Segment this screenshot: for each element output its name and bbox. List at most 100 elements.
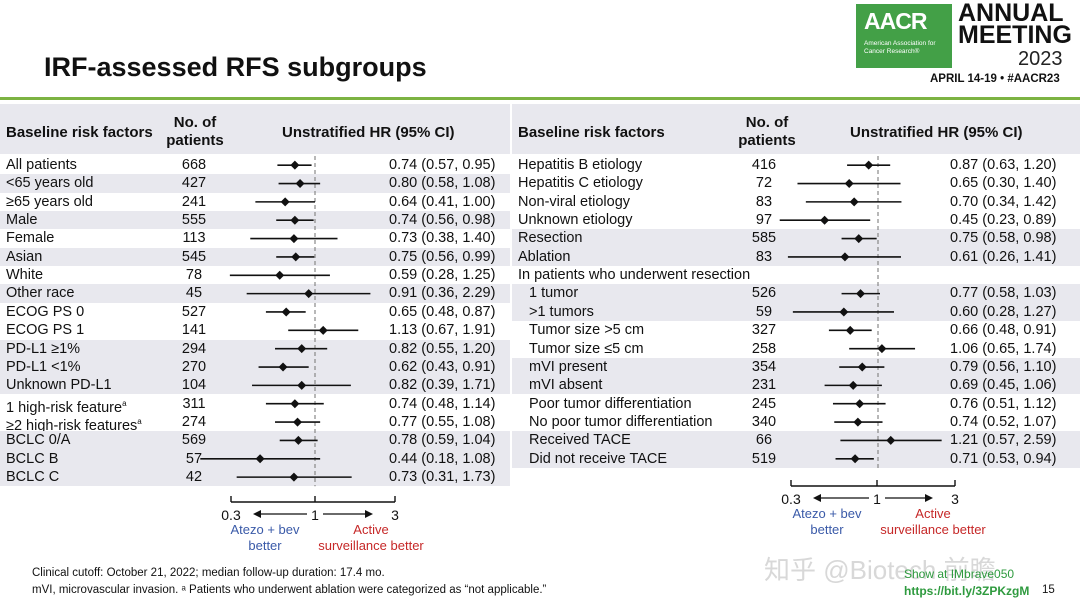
- right-forest-table: Baseline risk factors No. of patients Un…: [512, 104, 1080, 476]
- row-label-footnote-mark: a: [137, 416, 142, 426]
- table-row: In patients who underwent resection: [512, 266, 1080, 284]
- table-row: 1 high-risk featurea 311 0.74 (0.48, 1.14): [0, 395, 510, 416]
- row-label: Non-viral etiology: [518, 193, 631, 210]
- axis-tick-label: 0.3: [221, 507, 241, 523]
- hr-point: [840, 252, 850, 262]
- hr-point: [290, 399, 300, 409]
- hr-point: [820, 215, 830, 225]
- row-label: BCLC C: [6, 468, 60, 485]
- row-label: Other race: [6, 285, 75, 302]
- row-label: <65 years old: [6, 175, 94, 192]
- row-label-footnote-mark: a: [122, 398, 127, 408]
- hr-point: [849, 197, 859, 207]
- left-col-factor: Baseline risk factors: [6, 124, 153, 141]
- hr-point: [281, 307, 291, 317]
- row-label: Poor tumor differentiation: [529, 395, 692, 412]
- row-hr-ci: 0.87 (0.63, 1.20): [950, 157, 1057, 173]
- row-label: ECOG PS 0: [6, 303, 85, 320]
- row-n: 258: [751, 340, 777, 357]
- hr-point: [289, 234, 299, 244]
- footnote-cutoff: Clinical cutoff: October 21, 2022; media…: [32, 567, 385, 579]
- row-n: 141: [181, 322, 207, 339]
- table-row: Non-viral etiology 83 0.70 (0.34, 1.42): [512, 193, 1080, 211]
- row-label: ≥2 high-risk featuresa: [6, 416, 142, 434]
- table-row: mVI absent 231 0.69 (0.45, 1.06): [512, 376, 1080, 395]
- table-row: White 78 0.59 (0.28, 1.25): [0, 266, 510, 284]
- left-col-hr: Unstratified HR (95% CI): [282, 124, 455, 141]
- hr-point: [289, 472, 299, 482]
- row-hr-ci: 0.74 (0.56, 0.98): [389, 212, 496, 229]
- left-arrow-head: [813, 494, 821, 502]
- hr-point: [857, 362, 867, 372]
- left-arrow-head: [253, 510, 261, 518]
- row-hr-ci: 0.74 (0.57, 0.95): [389, 157, 496, 173]
- row-n: 72: [755, 175, 773, 192]
- table-row: ≥65 years old 241 0.64 (0.41, 1.00): [0, 193, 510, 211]
- hr-point: [853, 417, 863, 427]
- table-row: Tumor size >5 cm 327 0.66 (0.48, 0.91): [512, 321, 1080, 339]
- row-n: 526: [751, 285, 777, 302]
- table-row: Hepatitis C etiology 72 0.65 (0.30, 1.40): [512, 174, 1080, 192]
- row-hr-ci: 0.91 (0.36, 2.29): [389, 285, 496, 302]
- show-link-label[interactable]: Show at IMbrave050: [904, 567, 1015, 581]
- hr-point: [877, 344, 887, 354]
- row-n: 416: [751, 157, 777, 173]
- row-n: 519: [751, 450, 777, 467]
- hr-point: [854, 234, 864, 244]
- table-row: Unknown etiology 97 0.45 (0.23, 0.89): [512, 211, 1080, 229]
- row-label: All patients: [6, 157, 77, 173]
- row-hr-ci: 0.45 (0.23, 0.89): [950, 212, 1057, 229]
- left-forest-table: Baseline risk factors No. of patients Un…: [0, 104, 510, 490]
- row-n: 668: [181, 157, 207, 173]
- table-row: Received TACE 66 1.21 (0.57, 2.59): [512, 431, 1080, 450]
- header-divider: [0, 97, 1080, 100]
- hr-point: [255, 454, 265, 464]
- row-hr-ci: 0.62 (0.43, 0.91): [389, 358, 496, 375]
- hr-point: [856, 289, 866, 299]
- axis-tick-label: 3: [951, 491, 959, 507]
- favors-active-surveillance-label: Active: [353, 522, 388, 537]
- hr-point: [855, 399, 865, 409]
- row-label: Hepatitis C etiology: [518, 175, 643, 192]
- row-label: Asian: [6, 248, 43, 265]
- row-n: 527: [181, 303, 207, 320]
- left-col-n: No. of patients: [166, 114, 224, 149]
- table-row: Male 555 0.74 (0.56, 0.98): [0, 211, 510, 230]
- table-row: Asian 545 0.75 (0.56, 0.99): [0, 247, 510, 267]
- hr-point: [290, 160, 300, 170]
- row-hr-ci: 0.74 (0.52, 1.07): [950, 413, 1057, 430]
- row-label: PD-L1 ≥1%: [6, 340, 81, 357]
- row-label: Resection: [518, 230, 583, 247]
- row-n: 97: [755, 212, 773, 229]
- aacr-logo-subtitle: American Association for Cancer Research…: [864, 40, 936, 55]
- meeting-text: MEETING: [958, 21, 1072, 49]
- favors-atezo-bev-label: Atezo + bev: [792, 506, 862, 521]
- table-row: BCLC 0/A 569 0.78 (0.59, 1.04): [0, 431, 510, 450]
- table-row: <65 years old 427 0.80 (0.58, 1.08): [0, 174, 510, 193]
- hr-point: [848, 380, 858, 390]
- row-n: 113: [182, 230, 206, 247]
- favors-active-surveillance-label: surveillance better: [318, 538, 424, 553]
- row-hr-ci: 0.44 (0.18, 1.08): [389, 450, 496, 467]
- table-row: ≥2 high-risk featuresa 274 0.77 (0.55, 1.0…: [0, 413, 510, 434]
- axis-tick-label: 1: [311, 507, 319, 523]
- row-n: 42: [185, 468, 203, 485]
- row-label: BCLC 0/A: [6, 432, 71, 449]
- row-label: Hepatitis B etiology: [518, 157, 643, 173]
- hr-point: [844, 179, 854, 189]
- row-label: Ablation: [518, 248, 571, 265]
- row-n: 59: [755, 303, 773, 320]
- footnote-mvi: mVI, microvascular invasion. ᵃ Patients …: [32, 584, 547, 596]
- row-label: Male: [6, 212, 38, 229]
- right-header-band: [512, 104, 1080, 154]
- hr-point: [291, 252, 301, 262]
- row-n: 83: [755, 248, 773, 265]
- row-n: 427: [181, 175, 207, 192]
- show-link-url[interactable]: https://bit.ly/3ZPKzgM: [904, 584, 1030, 598]
- row-hr-ci: 0.60 (0.28, 1.27): [950, 303, 1057, 320]
- favors-active-surveillance-label: Active: [915, 506, 950, 521]
- favors-atezo-bev-label: Atezo + bev: [230, 522, 300, 537]
- row-hr-ci: 0.75 (0.56, 0.99): [389, 248, 496, 265]
- row-n: 104: [181, 377, 207, 394]
